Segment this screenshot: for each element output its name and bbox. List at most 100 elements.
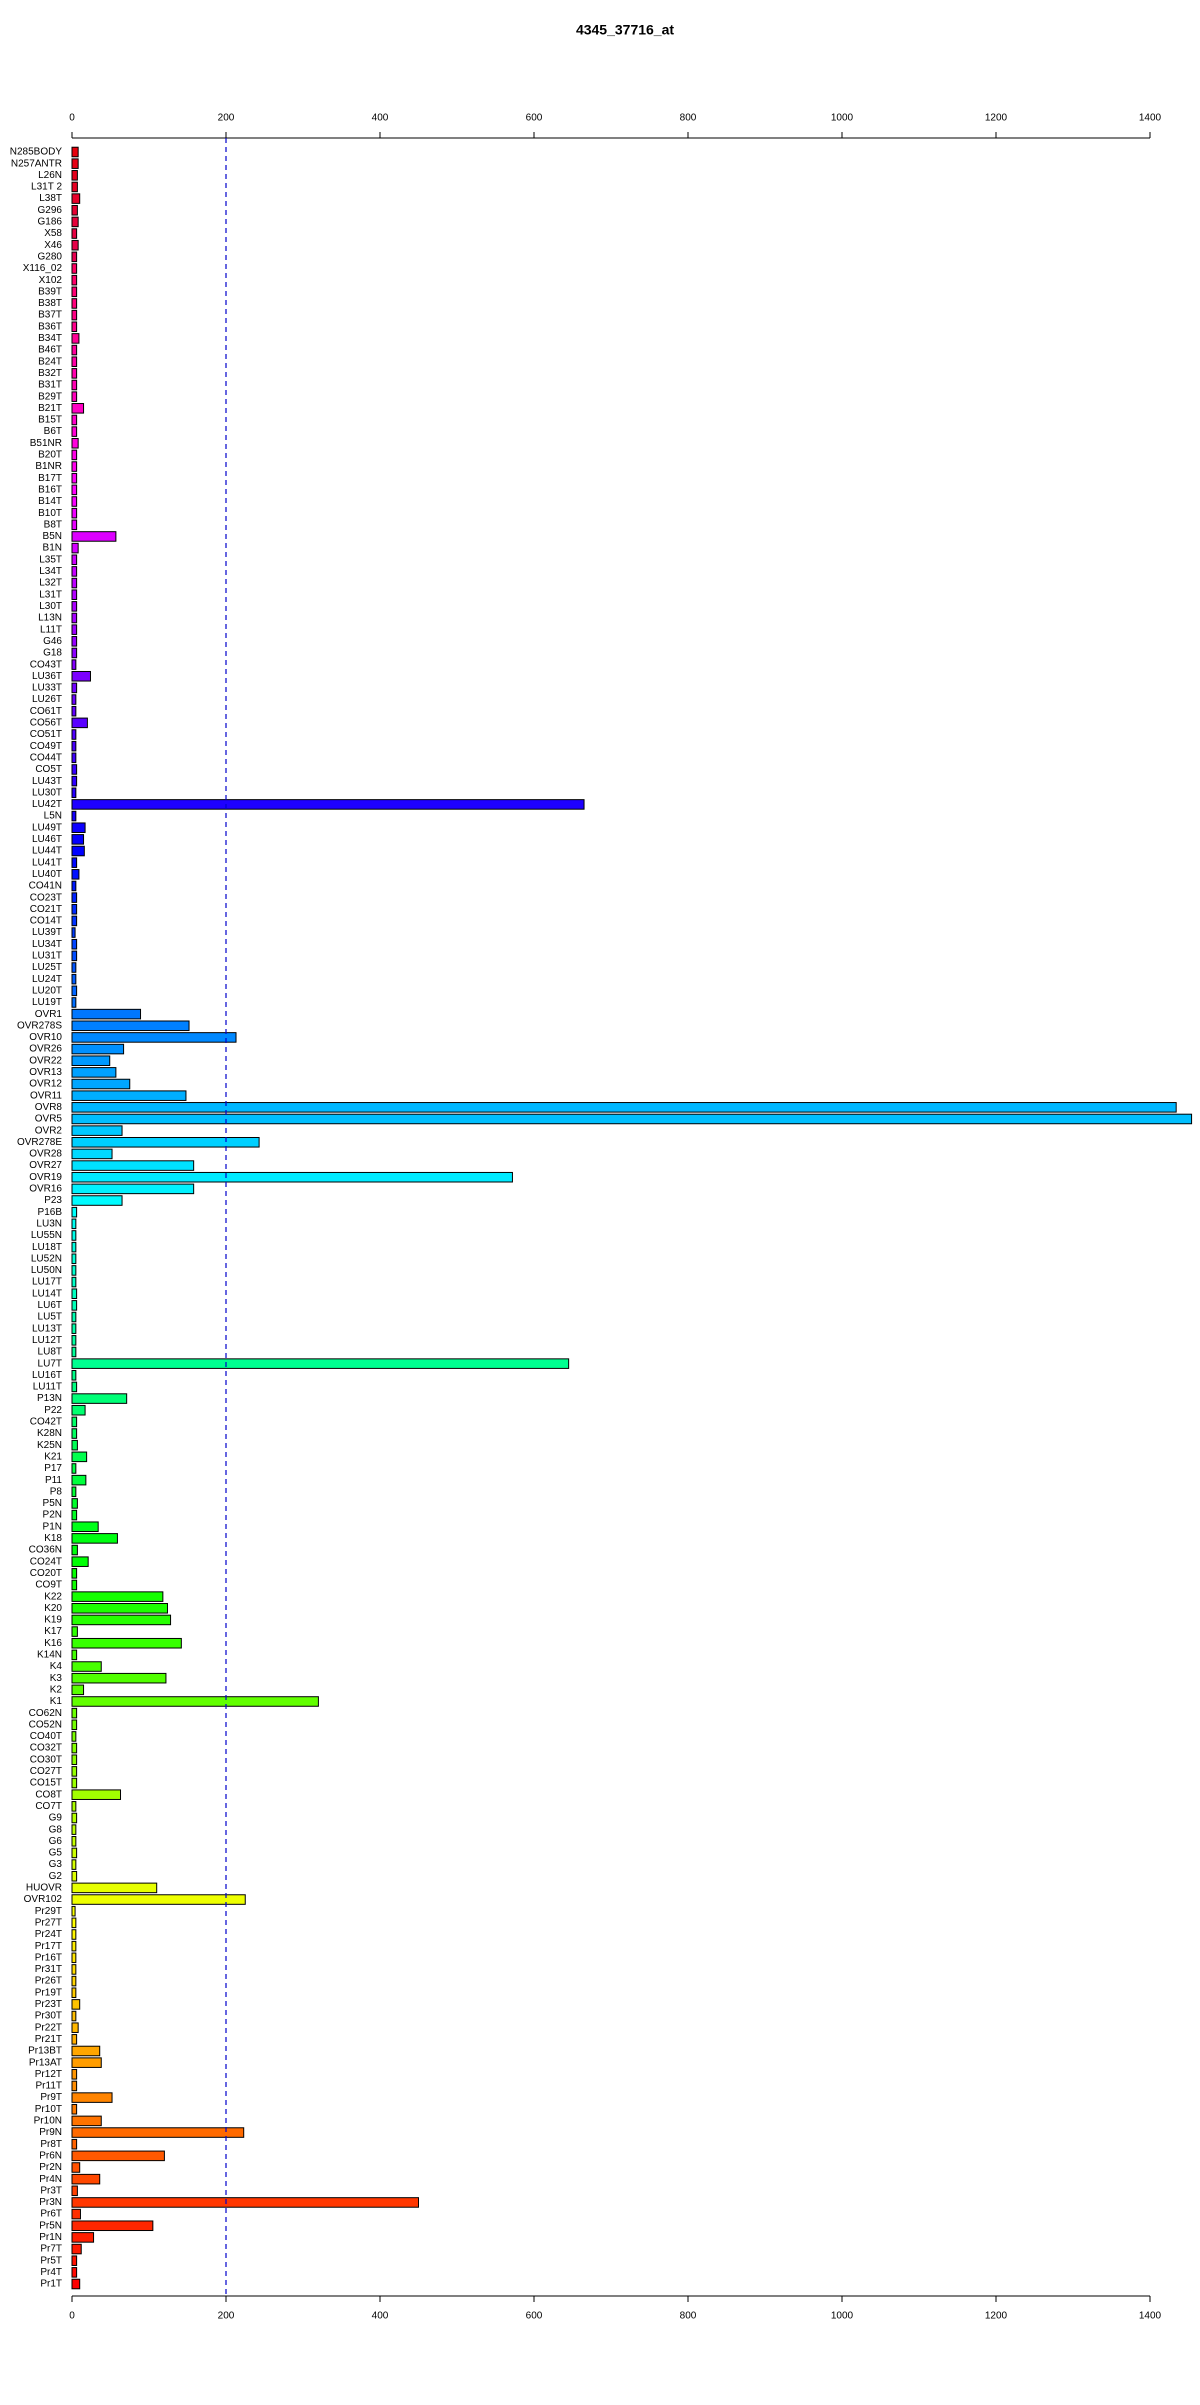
bar (71, 2197, 419, 2208)
bar (71, 170, 78, 181)
y-tick-label: LU18T (32, 1242, 62, 1253)
y-tick-label: Pr13AT (29, 2057, 62, 2068)
bar (71, 519, 78, 531)
bar (71, 694, 77, 705)
y-tick-label: CO23T (30, 892, 62, 903)
y-tick-label: LU30T (32, 787, 62, 798)
y-tick-label: Pr31T (35, 1964, 62, 1975)
y-tick-label: CO41N (29, 881, 62, 892)
y-tick-label: K22 (44, 1591, 62, 1602)
bar (71, 2243, 82, 2255)
y-tick-label: CO42T (30, 1417, 62, 1428)
bar (71, 1381, 78, 1393)
x-tick-label: 1400 (1139, 2311, 1162, 2322)
bar (71, 729, 77, 740)
y-tick-label: LU40T (32, 869, 62, 880)
y-tick-label: OVR2 (35, 1125, 63, 1136)
bar (71, 1731, 77, 1742)
y-tick-label: Pr3N (39, 2197, 62, 2208)
bar (71, 554, 78, 566)
bar (71, 659, 77, 670)
x-tick-label: 1400 (1139, 113, 1162, 124)
bar (71, 1136, 260, 1148)
y-tick-label: LU20T (32, 985, 62, 996)
y-tick-label: Pr16T (35, 1952, 62, 1963)
bar (71, 1416, 78, 1428)
bar (71, 1498, 78, 1509)
y-tick-label: P23 (44, 1195, 62, 1206)
y-tick-label: Pr22T (35, 2022, 62, 2033)
y-tick-label: P17 (44, 1463, 62, 1474)
bar (71, 1847, 78, 1859)
bar (71, 193, 81, 204)
bar (71, 973, 77, 985)
x-tick-label: 1000 (831, 2311, 854, 2322)
y-tick-label: LU55N (31, 1230, 62, 1241)
bar (71, 1521, 99, 1533)
x-tick-label: 800 (680, 113, 697, 124)
y-tick-label: Pr10T (35, 2104, 62, 2115)
bar (71, 2092, 113, 2103)
bar (71, 1975, 77, 1987)
x-tick-label: 800 (680, 2311, 697, 2322)
y-tick-label: CO21T (30, 904, 62, 915)
y-tick-label: X58 (44, 228, 62, 239)
y-tick-label: P22 (44, 1405, 62, 1416)
y-tick-label: CO14T (30, 916, 62, 927)
y-tick-label: LU52N (31, 1253, 62, 1264)
y-tick-label: LU49T (32, 822, 62, 833)
y-tick-label: OVR102 (24, 1894, 63, 1905)
bar (71, 1428, 78, 1439)
x-tick-label: 1000 (831, 113, 854, 124)
y-tick-label: LU19T (32, 997, 62, 1008)
y-tick-label: B46T (38, 345, 62, 356)
bar (71, 1474, 87, 1486)
y-tick-label: Pr6T (40, 2209, 62, 2220)
y-tick-label: K14N (37, 1650, 62, 1661)
x-tick-label: 600 (526, 113, 543, 124)
y-tick-label: CO36N (29, 1545, 62, 1556)
y-tick-label: Pr5N (39, 2220, 62, 2231)
bar (71, 2232, 95, 2243)
bar (71, 1032, 237, 1043)
bar (71, 927, 76, 938)
y-tick-label: L31T 2 (31, 182, 62, 193)
y-tick-label: P2N (43, 1510, 62, 1521)
bar (71, 1789, 122, 1800)
y-tick-label: K17 (44, 1626, 62, 1637)
bar (71, 426, 78, 437)
bar (71, 1952, 77, 1964)
y-tick-label: L30T (39, 601, 62, 612)
y-tick-label: Pr30T (35, 2011, 62, 2022)
bar (71, 2138, 78, 2150)
y-tick-label: Pr10N (34, 2116, 62, 2127)
y-tick-label: Pr5T (40, 2255, 62, 2266)
bar (71, 1183, 195, 1195)
bar (71, 892, 78, 903)
bar (71, 1323, 77, 1334)
y-tick-label: Pr27T (35, 1917, 62, 1928)
bar (71, 263, 78, 274)
bar (71, 2255, 78, 2266)
y-tick-label: K20 (44, 1603, 62, 1614)
y-tick-label: OVR19 (29, 1172, 62, 1183)
bar (71, 368, 78, 379)
y-tick-label: L26N (38, 170, 62, 181)
bar (71, 531, 117, 542)
bar (71, 1160, 195, 1171)
y-tick-label: LU42T (32, 799, 62, 810)
bar (71, 321, 78, 333)
y-tick-label: LU3N (36, 1218, 62, 1229)
bar (71, 2069, 78, 2080)
bar (71, 1509, 78, 1521)
y-tick-label: L5N (44, 811, 62, 822)
bar (71, 822, 86, 833)
bar (71, 775, 78, 787)
bar (71, 2103, 78, 2115)
bar (71, 1684, 85, 1696)
x-tick-label: 600 (526, 2311, 543, 2322)
bar (71, 1707, 78, 1719)
bar (71, 1148, 113, 1160)
y-tick-label: B38T (38, 298, 62, 309)
bar (71, 997, 77, 1008)
